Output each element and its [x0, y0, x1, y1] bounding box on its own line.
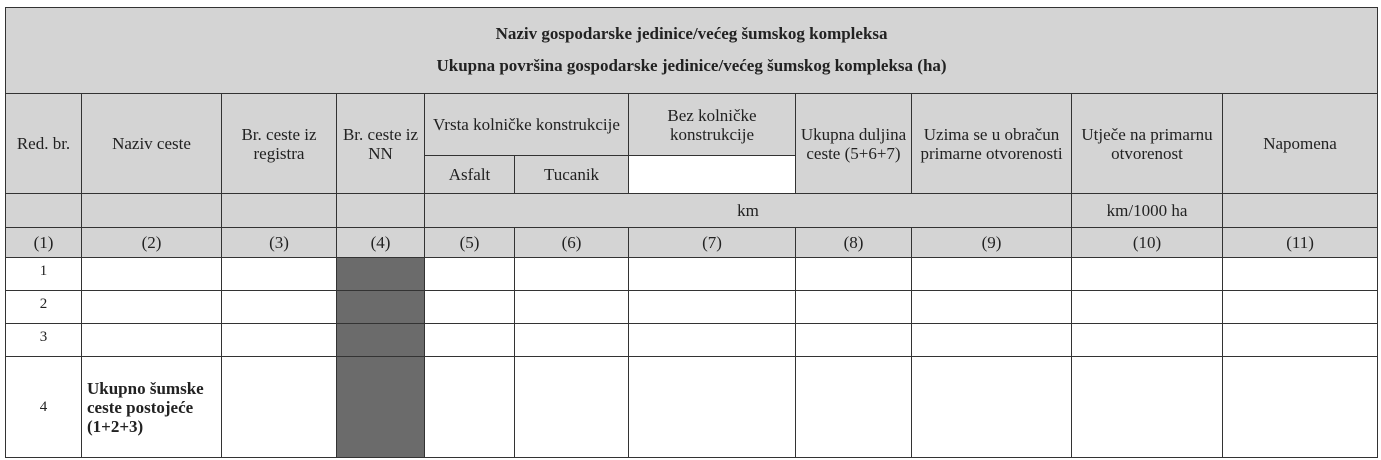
- units-km: km: [424, 193, 1072, 228]
- header-tucanik: Tucanik: [514, 155, 629, 194]
- units-cell: [221, 193, 337, 228]
- data-cell[interactable]: [911, 323, 1072, 357]
- data-cell[interactable]: [1071, 356, 1223, 458]
- data-cell[interactable]: [1221, 257, 1379, 291]
- road-name-cell[interactable]: [81, 257, 222, 291]
- data-cell[interactable]: [795, 323, 912, 357]
- data-cell[interactable]: [514, 290, 629, 324]
- column-number: (8): [795, 227, 912, 258]
- data-cell[interactable]: [628, 356, 796, 458]
- data-cell[interactable]: [424, 323, 515, 357]
- data-cell[interactable]: [221, 257, 337, 291]
- table-title: Naziv gospodarske jedinice/većeg šumskog…: [4, 7, 1379, 94]
- header-asfalt: Asfalt: [424, 155, 515, 194]
- unit-area-title: Ukupna površina gospodarske jedinice/već…: [436, 55, 947, 75]
- blocked-cell: [336, 323, 425, 357]
- road-register-table: Naziv gospodarske jedinice/većeg šumskog…: [4, 7, 1379, 458]
- header-red-br: Red. br.: [5, 93, 82, 194]
- blocked-cell: [336, 257, 425, 291]
- blocked-cell: [336, 290, 425, 324]
- data-cell[interactable]: [424, 356, 515, 458]
- header-naziv-ceste: Naziv ceste: [81, 93, 222, 194]
- row-number: 4: [5, 356, 82, 458]
- header-ukupna: Ukupna duljina ceste (5+6+7): [795, 93, 912, 194]
- data-cell[interactable]: [795, 257, 912, 291]
- units-cell: [336, 193, 425, 228]
- data-cell[interactable]: [1071, 323, 1223, 357]
- data-cell[interactable]: [424, 257, 515, 291]
- data-cell[interactable]: [514, 323, 629, 357]
- units-cell: [1221, 193, 1379, 228]
- header-napomena: Napomena: [1221, 93, 1379, 194]
- data-cell[interactable]: [221, 290, 337, 324]
- road-name-cell[interactable]: [81, 290, 222, 324]
- column-number: (9): [911, 227, 1072, 258]
- row-number: 2: [5, 290, 82, 324]
- header-bez-blank: [628, 155, 796, 194]
- data-cell[interactable]: [1221, 290, 1379, 324]
- data-cell[interactable]: [795, 356, 912, 458]
- header-uzima: Uzima se u obračun primarne otvorenosti: [911, 93, 1072, 194]
- blocked-cell: [336, 356, 425, 458]
- units-cell: [81, 193, 222, 228]
- column-number: (7): [628, 227, 796, 258]
- road-name-cell[interactable]: Ukupno šumske ceste postojeće (1+2+3): [81, 356, 222, 458]
- data-cell[interactable]: [221, 356, 337, 458]
- data-cell[interactable]: [1221, 323, 1379, 357]
- road-name-cell[interactable]: [81, 323, 222, 357]
- header-br-nn: Br. ceste iz NN: [336, 93, 425, 194]
- data-cell[interactable]: [1071, 257, 1223, 291]
- column-number: (6): [514, 227, 629, 258]
- data-cell[interactable]: [628, 290, 796, 324]
- unit-name-title: Naziv gospodarske jedinice/većeg šumskog…: [495, 23, 888, 43]
- column-number: (11): [1221, 227, 1379, 258]
- data-cell[interactable]: [1221, 356, 1379, 458]
- column-number: (1): [5, 227, 82, 258]
- data-cell[interactable]: [514, 356, 629, 458]
- column-number: (3): [221, 227, 337, 258]
- column-number: (2): [81, 227, 222, 258]
- row-number: 3: [5, 323, 82, 357]
- data-cell[interactable]: [911, 257, 1072, 291]
- data-cell[interactable]: [514, 257, 629, 291]
- data-cell[interactable]: [424, 290, 515, 324]
- data-cell[interactable]: [628, 323, 796, 357]
- units-cell: [5, 193, 82, 228]
- header-utjece: Utječe na primarnu otvorenost: [1071, 93, 1223, 194]
- data-cell[interactable]: [1071, 290, 1223, 324]
- header-bez: Bez kolničke konstrukcije: [628, 93, 796, 156]
- column-number: (5): [424, 227, 515, 258]
- header-br-registra: Br. ceste iz registra: [221, 93, 337, 194]
- column-number: (4): [336, 227, 425, 258]
- units-km-ha: km/1000 ha: [1071, 193, 1223, 228]
- column-number: (10): [1071, 227, 1223, 258]
- data-cell[interactable]: [911, 356, 1072, 458]
- data-cell[interactable]: [221, 323, 337, 357]
- header-vrsta: Vrsta kolničke konstrukcije: [424, 93, 629, 156]
- data-cell[interactable]: [911, 290, 1072, 324]
- data-cell[interactable]: [628, 257, 796, 291]
- row-number: 1: [5, 257, 82, 291]
- data-cell[interactable]: [795, 290, 912, 324]
